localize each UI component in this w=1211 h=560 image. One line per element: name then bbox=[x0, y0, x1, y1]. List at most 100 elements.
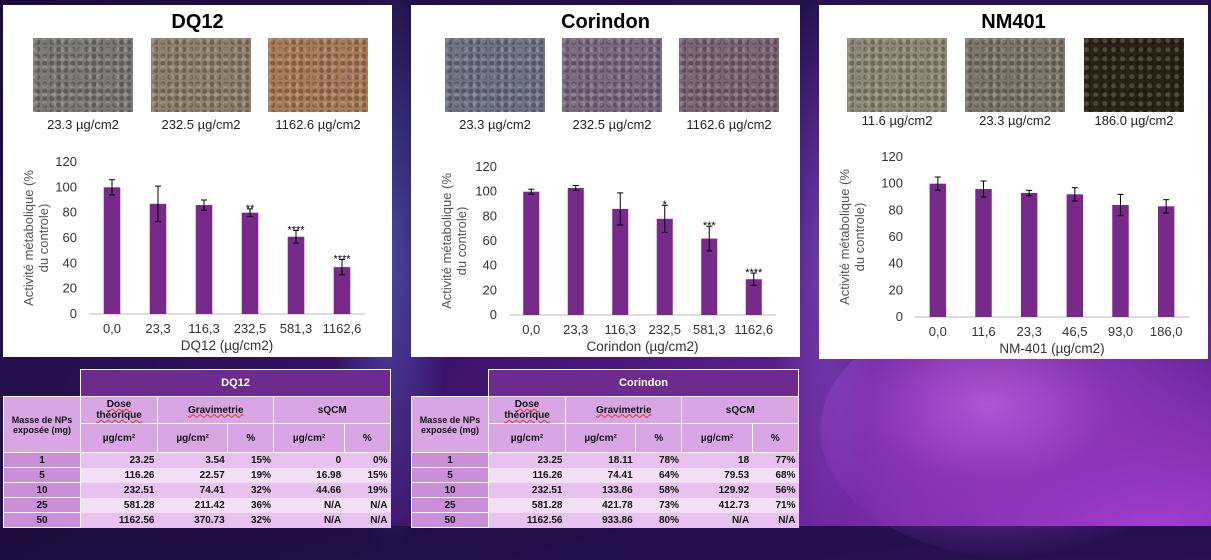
mass-cell: 1 bbox=[411, 452, 489, 468]
value-cell: 581.28 bbox=[80, 497, 158, 513]
value-cell: 74.41 bbox=[565, 467, 636, 483]
value-cell: 32% bbox=[227, 482, 274, 498]
value-cell: 79.53 bbox=[681, 467, 753, 483]
micrograph-image bbox=[679, 38, 779, 112]
unit-header: µg/cm² bbox=[80, 423, 158, 453]
sqcm-header: sQCM bbox=[273, 396, 391, 424]
y-tick-label: 40 bbox=[63, 255, 77, 270]
micrograph-caption: 232.5 µg/cm2 bbox=[572, 117, 652, 132]
value-cell: 129.92 bbox=[681, 482, 753, 498]
micrograph-caption: 232.5 µg/cm2 bbox=[161, 117, 241, 132]
table-row: 25 581.28 211.42 36% N/A N/A bbox=[3, 497, 391, 513]
value-cell: 18.11 bbox=[565, 452, 636, 468]
x-tick-label: 11,6 bbox=[971, 324, 995, 339]
table-row: 50 1162.56 933.86 80% N/A N/A bbox=[411, 512, 799, 528]
table-title: DQ12 bbox=[80, 369, 391, 397]
pct-header: % bbox=[343, 423, 392, 453]
value-cell: 0% bbox=[344, 452, 391, 468]
mass-cell: 10 bbox=[3, 482, 81, 498]
y-tick-label: 40 bbox=[483, 258, 497, 273]
bar bbox=[1112, 205, 1129, 317]
value-cell: 56% bbox=[752, 482, 799, 498]
value-cell: 1162.56 bbox=[80, 512, 158, 528]
y-tick-label: 20 bbox=[63, 281, 77, 296]
pct-header: % bbox=[635, 423, 683, 453]
gravimetry-header: Gravimetrie bbox=[564, 396, 683, 424]
value-cell: 15% bbox=[227, 452, 274, 468]
value-cell: N/A bbox=[681, 512, 753, 528]
micrograph-caption: 23.3 µg/cm2 bbox=[979, 113, 1051, 128]
value-cell: 1162.56 bbox=[488, 512, 566, 528]
y-tick-label: 100 bbox=[55, 179, 77, 194]
mass-cell: 5 bbox=[411, 467, 489, 483]
unit-header: µg/cm² bbox=[273, 423, 345, 453]
table-row: 1 23.25 3.54 15% 0 0% bbox=[3, 452, 391, 468]
sqcm-header: sQCM bbox=[681, 396, 799, 424]
x-tick-label: 1162,6 bbox=[734, 322, 773, 337]
x-axis-label: Corindon (µg/cm2) bbox=[586, 339, 698, 354]
bar bbox=[656, 218, 673, 315]
value-cell: N/A bbox=[273, 512, 345, 528]
deposition-table-dq12: DQ12 Masse de NPs exposée (mg) Dose théo… bbox=[3, 369, 392, 528]
value-cell: 74.41 bbox=[157, 482, 228, 498]
mass-cell: 50 bbox=[3, 512, 81, 528]
unit-header: µg/cm² bbox=[156, 423, 229, 453]
bar bbox=[523, 191, 540, 315]
bar bbox=[929, 183, 947, 317]
y-tick-label: 0 bbox=[896, 309, 903, 324]
value-cell: 421.78 bbox=[565, 497, 636, 513]
micrograph-caption: 1162.6 µg/cm2 bbox=[275, 117, 361, 132]
value-cell: 58% bbox=[635, 482, 682, 498]
x-tick-label: 93,0 bbox=[1108, 324, 1133, 339]
micrograph-image bbox=[562, 38, 662, 112]
value-cell: 412.73 bbox=[681, 497, 753, 513]
y-tick-label: 120 bbox=[475, 159, 497, 174]
x-tick-label: 581,3 bbox=[280, 321, 313, 336]
value-cell: 71% bbox=[752, 497, 799, 513]
value-cell: 77% bbox=[752, 452, 799, 468]
table-row: 25 581.28 421.78 73% 412.73 71% bbox=[411, 497, 799, 513]
micrograph-image bbox=[33, 38, 133, 112]
significance-label: **** bbox=[745, 267, 763, 279]
dose-header: Dose théorique bbox=[488, 396, 566, 424]
value-cell: 16.98 bbox=[273, 467, 345, 483]
y-tick-label: 80 bbox=[483, 208, 497, 223]
value-cell: 370.73 bbox=[157, 512, 228, 528]
bar-chart-nm401: 0 20 40 60 80 100 120 0,0 11,6 23,3 46,5 93,0 186,0 N… bbox=[837, 149, 1189, 356]
value-cell: 0 bbox=[273, 452, 345, 468]
significance-label: **** bbox=[333, 254, 351, 266]
micrograph-image bbox=[268, 38, 368, 112]
value-cell: 80% bbox=[635, 512, 682, 528]
x-tick-label: 116,3 bbox=[188, 321, 220, 336]
micrograph-caption: 11.6 µg/cm2 bbox=[861, 113, 933, 128]
value-cell: 73% bbox=[635, 497, 682, 513]
y-tick-label: 40 bbox=[889, 256, 903, 271]
bar bbox=[612, 208, 629, 315]
micrograph-caption: 186.0 µg/cm2 bbox=[1094, 113, 1174, 128]
table-row: 5 116.26 74.41 64% 79.53 68% bbox=[411, 467, 799, 483]
significance-label: ** bbox=[246, 203, 255, 215]
value-cell: 232.51 bbox=[488, 482, 566, 498]
x-axis-label: DQ12 (µg/cm2) bbox=[181, 338, 274, 353]
panel-corindon: Corindon 23.3 µg/cm2 232.5 µg/cm2 1162.6… bbox=[411, 5, 800, 357]
y-tick-label: 60 bbox=[483, 233, 497, 248]
bar bbox=[149, 203, 167, 314]
value-cell: 116.26 bbox=[80, 467, 158, 483]
mass-cell: 25 bbox=[411, 497, 489, 513]
bar-chart-corindon: 0 20 40 60 80 100 120 0,0 23,3 116,3 * 232,5 *** 581,… bbox=[439, 159, 776, 354]
panel-title: DQ12 bbox=[171, 11, 224, 33]
dose-header: Dose théorique bbox=[80, 396, 158, 424]
bar bbox=[745, 279, 762, 315]
y-tick-label: 120 bbox=[55, 154, 77, 169]
pct-header: % bbox=[227, 423, 275, 453]
bar bbox=[1157, 206, 1175, 317]
value-cell: 116.26 bbox=[488, 467, 566, 483]
bar bbox=[333, 267, 351, 314]
value-cell: 581.28 bbox=[488, 497, 566, 513]
value-cell: N/A bbox=[752, 512, 799, 528]
y-tick-label: 120 bbox=[881, 149, 903, 164]
x-axis-label: NM-401 (µg/cm2) bbox=[999, 341, 1104, 356]
value-cell: 64% bbox=[635, 467, 682, 483]
x-tick-label: 0,0 bbox=[103, 321, 121, 336]
significance-label: * bbox=[663, 199, 668, 211]
